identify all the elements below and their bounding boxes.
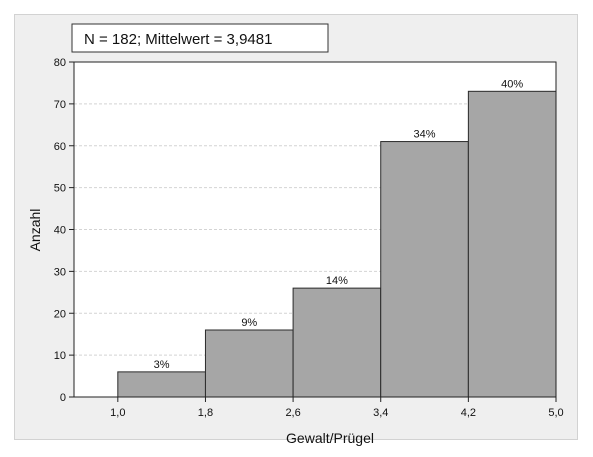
y-tick-label: 60: [54, 141, 66, 153]
y-tick-label: 70: [54, 99, 66, 111]
y-tick-label: 0: [60, 392, 66, 404]
bar-percent-label: 40%: [501, 78, 523, 90]
percent-labels: 3% 9% 14% 34% 40%: [154, 78, 524, 371]
x-tick-label: 1,0: [110, 407, 125, 419]
y-tick-label: 20: [54, 308, 66, 320]
info-box: N = 182; Mittelwert = 3,9481: [71, 23, 329, 53]
histogram-bar: [467, 90, 557, 398]
x-tick-label: 2,6: [285, 407, 300, 419]
y-tick-label: 40: [54, 225, 66, 237]
bar-percent-label: 9%: [241, 317, 257, 329]
x-axis-title: Gewalt/Prügel: [286, 430, 374, 446]
y-axis-ticks: 0 10 20 30 40 50 60 70 80: [54, 57, 74, 404]
y-tick-label: 50: [54, 183, 66, 195]
y-tick-label: 10: [54, 350, 66, 362]
info-box-border: [71, 23, 329, 53]
info-box-text: N = 182; Mittelwert = 3,9481: [84, 31, 272, 48]
histogram-bar: [380, 141, 469, 398]
y-axis-title: Anzahl: [27, 209, 43, 252]
histogram-bar: [117, 371, 206, 398]
x-tick-label: 5,0: [548, 407, 563, 419]
bar-percent-label: 14%: [326, 275, 348, 287]
histogram-bar: [204, 329, 294, 398]
x-axis-ticks: 1,0 1,8 2,6 3,4 4,2 5,0: [110, 397, 564, 419]
x-tick-label: 1,8: [198, 407, 213, 419]
bar-percent-label: 34%: [414, 129, 436, 141]
x-tick-label: 3,4: [373, 407, 388, 419]
x-tick-label: 4,2: [461, 407, 476, 419]
y-tick-label: 30: [54, 266, 66, 278]
y-tick-label: 80: [54, 57, 66, 69]
histogram-bar: [292, 287, 382, 398]
bar-percent-label: 3%: [154, 359, 170, 371]
